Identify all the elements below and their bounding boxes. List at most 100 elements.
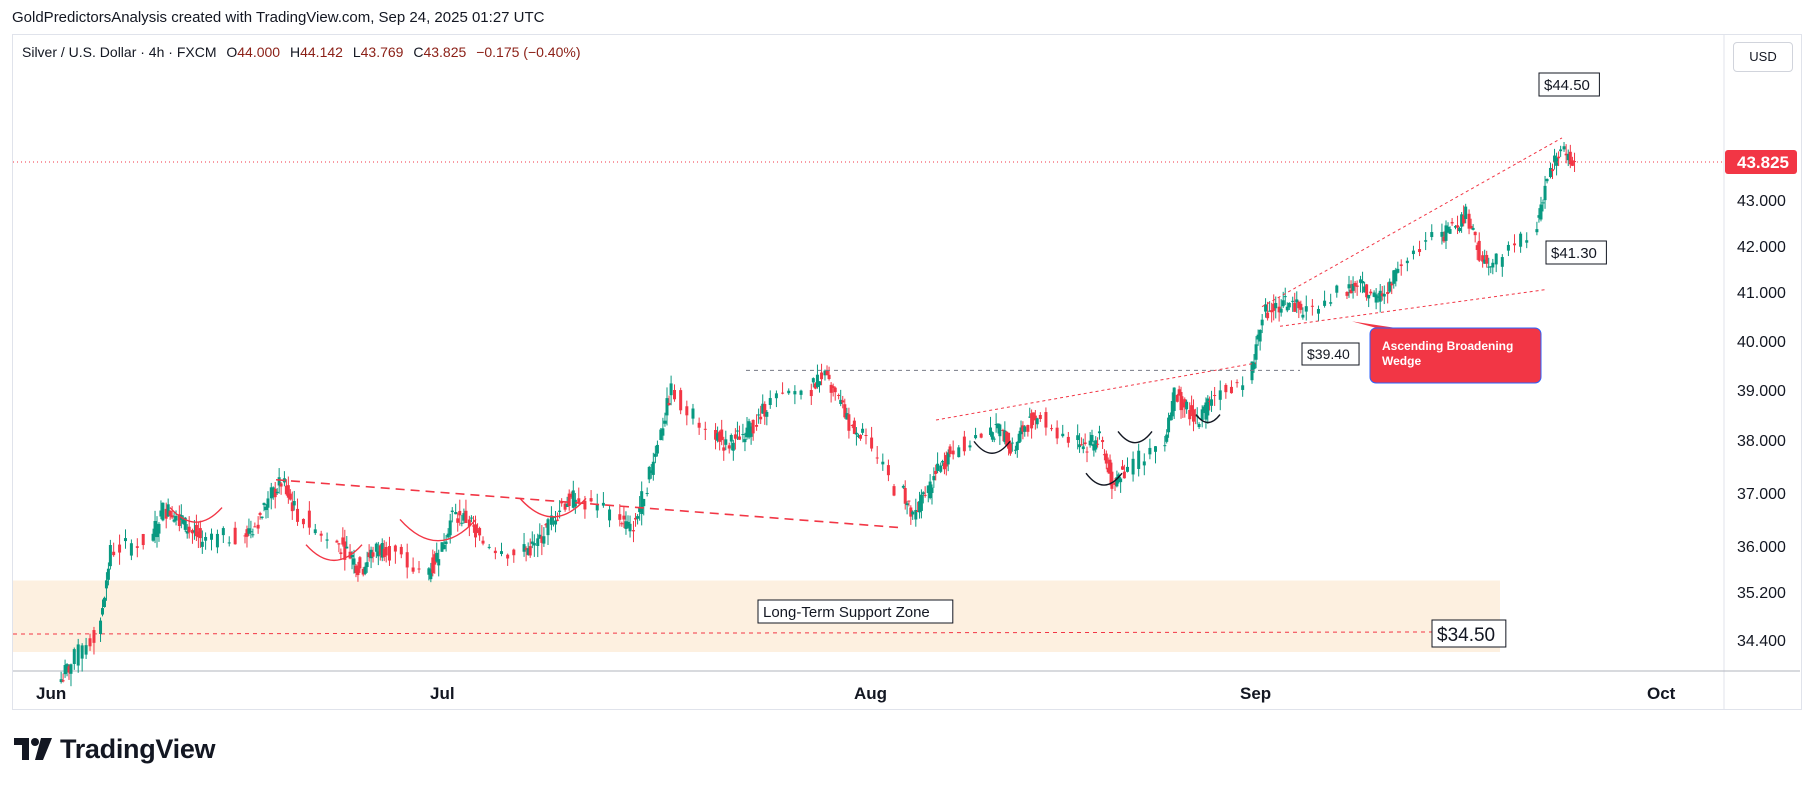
candle-body[interactable] bbox=[1380, 293, 1384, 297]
candle-body[interactable] bbox=[731, 442, 735, 451]
candle-body[interactable] bbox=[813, 383, 817, 389]
candle-body[interactable] bbox=[1154, 446, 1157, 452]
candle-body[interactable] bbox=[1450, 221, 1454, 224]
candle-body[interactable] bbox=[1329, 302, 1333, 304]
candle-body[interactable] bbox=[1291, 300, 1295, 302]
candle-body[interactable] bbox=[376, 551, 380, 557]
candle-body[interactable] bbox=[1010, 442, 1014, 444]
candle-body[interactable] bbox=[622, 515, 626, 520]
candle-body[interactable] bbox=[968, 445, 972, 448]
candle-body[interactable] bbox=[1481, 255, 1485, 262]
candle-body[interactable] bbox=[1229, 386, 1233, 394]
candle-body[interactable] bbox=[456, 518, 460, 523]
candle-body[interactable] bbox=[1008, 443, 1012, 454]
candle-body[interactable] bbox=[926, 485, 930, 493]
candle-body[interactable] bbox=[378, 545, 382, 555]
candle-body[interactable] bbox=[892, 486, 896, 496]
candle-body[interactable] bbox=[1035, 418, 1039, 425]
candle-body[interactable] bbox=[1210, 399, 1214, 406]
candle-body[interactable] bbox=[371, 552, 375, 557]
candle-body[interactable] bbox=[542, 536, 546, 544]
candle-body[interactable] bbox=[765, 411, 769, 417]
candle-body[interactable] bbox=[1551, 169, 1555, 172]
candle-body[interactable] bbox=[442, 544, 446, 550]
candle-body[interactable] bbox=[843, 404, 847, 418]
candle-body[interactable] bbox=[1382, 293, 1386, 297]
candle-body[interactable] bbox=[1264, 304, 1268, 312]
candle-body[interactable] bbox=[292, 501, 296, 506]
candle-body[interactable] bbox=[1456, 225, 1460, 228]
candle-body[interactable] bbox=[1031, 412, 1035, 421]
candle-body[interactable] bbox=[123, 538, 127, 542]
candle-body[interactable] bbox=[61, 680, 65, 682]
candle-body[interactable] bbox=[1277, 306, 1281, 313]
candle-body[interactable] bbox=[942, 462, 946, 470]
candle-body[interactable] bbox=[1304, 306, 1308, 312]
candle-body[interactable] bbox=[262, 502, 266, 506]
candle-body[interactable] bbox=[101, 608, 105, 615]
candle-body[interactable] bbox=[718, 431, 722, 442]
candle-body[interactable] bbox=[1193, 414, 1197, 416]
candle-body[interactable] bbox=[1519, 233, 1523, 247]
candle-body[interactable] bbox=[989, 427, 993, 435]
candle-body[interactable] bbox=[583, 500, 587, 510]
candle-body[interactable] bbox=[307, 510, 311, 528]
candle-body[interactable] bbox=[352, 558, 356, 565]
candle-body[interactable] bbox=[493, 550, 497, 554]
candle-body[interactable] bbox=[279, 483, 283, 487]
candle-body[interactable] bbox=[601, 502, 605, 506]
candle-body[interactable] bbox=[932, 476, 936, 481]
candle-body[interactable] bbox=[319, 533, 323, 536]
candle-body[interactable] bbox=[1418, 249, 1422, 253]
candle-body[interactable] bbox=[1177, 389, 1181, 396]
candle-body[interactable] bbox=[325, 539, 329, 541]
candle-body[interactable] bbox=[1349, 289, 1353, 294]
candle-body[interactable] bbox=[532, 543, 536, 546]
candle-body[interactable] bbox=[631, 530, 635, 532]
candle-body[interactable] bbox=[665, 398, 669, 416]
candle-body[interactable] bbox=[1301, 314, 1305, 318]
candle-body[interactable] bbox=[243, 535, 247, 537]
candle-body[interactable] bbox=[820, 372, 824, 380]
currency-button[interactable]: USD bbox=[1733, 42, 1793, 72]
candle-body[interactable] bbox=[944, 455, 948, 467]
candle-body[interactable] bbox=[852, 420, 856, 434]
candle-body[interactable] bbox=[450, 510, 454, 513]
candle-body[interactable] bbox=[914, 509, 918, 520]
candle-body[interactable] bbox=[384, 547, 388, 556]
candle-body[interactable] bbox=[1117, 474, 1121, 482]
candle-body[interactable] bbox=[837, 395, 841, 396]
candle-body[interactable] bbox=[1372, 292, 1376, 297]
candle-body[interactable] bbox=[741, 434, 745, 436]
candle-body[interactable] bbox=[104, 580, 108, 589]
candle-body[interactable] bbox=[1405, 260, 1409, 264]
candle-body[interactable] bbox=[1094, 440, 1098, 450]
candle-body[interactable] bbox=[839, 399, 843, 404]
candle-body[interactable] bbox=[558, 510, 562, 512]
candle-body[interactable] bbox=[487, 546, 491, 548]
candle-body[interactable] bbox=[374, 543, 378, 552]
candle-body[interactable] bbox=[679, 390, 683, 411]
candle-body[interactable] bbox=[1202, 406, 1206, 412]
candle-body[interactable] bbox=[1500, 257, 1504, 267]
candle-body[interactable] bbox=[275, 491, 279, 494]
candle-body[interactable] bbox=[861, 428, 865, 433]
candle-body[interactable] bbox=[1347, 284, 1351, 289]
candle-body[interactable] bbox=[460, 522, 464, 524]
candle-body[interactable] bbox=[923, 494, 927, 496]
candle-body[interactable] bbox=[266, 498, 270, 508]
candle-body[interactable] bbox=[1142, 461, 1146, 466]
candle-body[interactable] bbox=[343, 541, 347, 560]
candle-body[interactable] bbox=[1028, 416, 1032, 418]
candle-body[interactable] bbox=[467, 519, 471, 527]
candle-body[interactable] bbox=[471, 525, 475, 527]
candle-body[interactable] bbox=[437, 559, 441, 566]
candle-body[interactable] bbox=[1115, 477, 1119, 487]
candle-body[interactable] bbox=[1085, 451, 1089, 453]
candle-body[interactable] bbox=[99, 620, 103, 634]
candle-body[interactable] bbox=[1399, 264, 1403, 267]
candle-body[interactable] bbox=[841, 400, 845, 403]
candle-body[interactable] bbox=[1213, 395, 1217, 396]
candle-body[interactable] bbox=[642, 498, 646, 507]
candle-body[interactable] bbox=[774, 393, 778, 399]
